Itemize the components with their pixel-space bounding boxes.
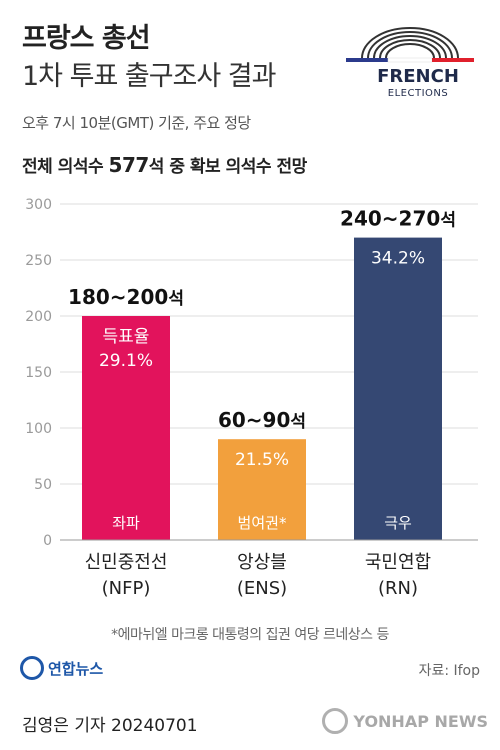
french-elections-logo-icon bbox=[346, 27, 474, 63]
logo-subtitle: ELECTIONS bbox=[387, 88, 449, 99]
y-tick-label: 50 bbox=[34, 477, 52, 493]
y-tick-label: 100 bbox=[25, 421, 52, 437]
category-label: (NFP) bbox=[102, 578, 151, 599]
yonhap-logo-icon bbox=[20, 656, 44, 680]
range-data-label: 180~200석 bbox=[68, 285, 184, 309]
caption-suffix: 석 중 확보 의석수 전망 bbox=[148, 157, 307, 177]
bar bbox=[354, 237, 442, 540]
page-title-sub: 1차 투표 출구조사 결과 bbox=[22, 61, 276, 92]
category-label: 신민중전선 bbox=[85, 552, 168, 573]
footnote: *에마뉘엘 마크롱 대통령의 집권 여당 르네상스 등 bbox=[111, 627, 389, 643]
bar bbox=[218, 439, 306, 540]
watermark-text: YONHAP NEWS bbox=[353, 711, 488, 731]
caption-total-seats: 577 bbox=[108, 153, 150, 177]
vote-share-label: 득표율 bbox=[103, 327, 150, 347]
page-title: 프랑스 총선 bbox=[22, 23, 151, 54]
agency-logo: 연합뉴스 bbox=[20, 656, 103, 680]
category-label: (ENS) bbox=[237, 578, 287, 599]
bar bbox=[82, 316, 170, 540]
watermark: YONHAP NEWS bbox=[322, 708, 488, 734]
y-tick-label: 250 bbox=[25, 253, 52, 269]
y-tick-label: 200 bbox=[25, 309, 52, 325]
source-note: 자료: Ifop bbox=[418, 663, 480, 679]
caption-prefix: 전체 의석수 bbox=[22, 157, 109, 177]
range-data-label: 60~90석 bbox=[218, 408, 306, 432]
bloc-label: 좌파 bbox=[112, 514, 140, 532]
category-label: 국민연합 bbox=[365, 552, 431, 573]
bloc-label: 극우 bbox=[384, 514, 412, 532]
watermark-logo-icon bbox=[322, 708, 349, 734]
vote-share-label: 34.2% bbox=[371, 249, 425, 269]
y-tick-label: 0 bbox=[43, 533, 52, 549]
byline: 김영은 기자 20240701 bbox=[22, 716, 198, 736]
agency-name: 연합뉴스 bbox=[48, 659, 104, 678]
category-label: 앙상블 bbox=[237, 552, 287, 573]
logo-title: FRENCH bbox=[377, 66, 459, 87]
vote-share-label: 21.5% bbox=[235, 450, 289, 470]
vote-share-label: 29.1% bbox=[99, 351, 153, 371]
y-tick-label: 150 bbox=[25, 365, 52, 381]
bloc-label: 범여권* bbox=[238, 514, 287, 532]
category-label: (RN) bbox=[378, 578, 418, 599]
chart-caption: 전체 의석수 577석 중 확보 의석수 전망 bbox=[22, 152, 307, 177]
timestamp-note: 오후 7시 10분(GMT) 기준, 주요 정당 bbox=[22, 114, 251, 132]
y-tick-label: 300 bbox=[25, 197, 52, 213]
range-data-label: 240~270석 bbox=[340, 207, 456, 231]
